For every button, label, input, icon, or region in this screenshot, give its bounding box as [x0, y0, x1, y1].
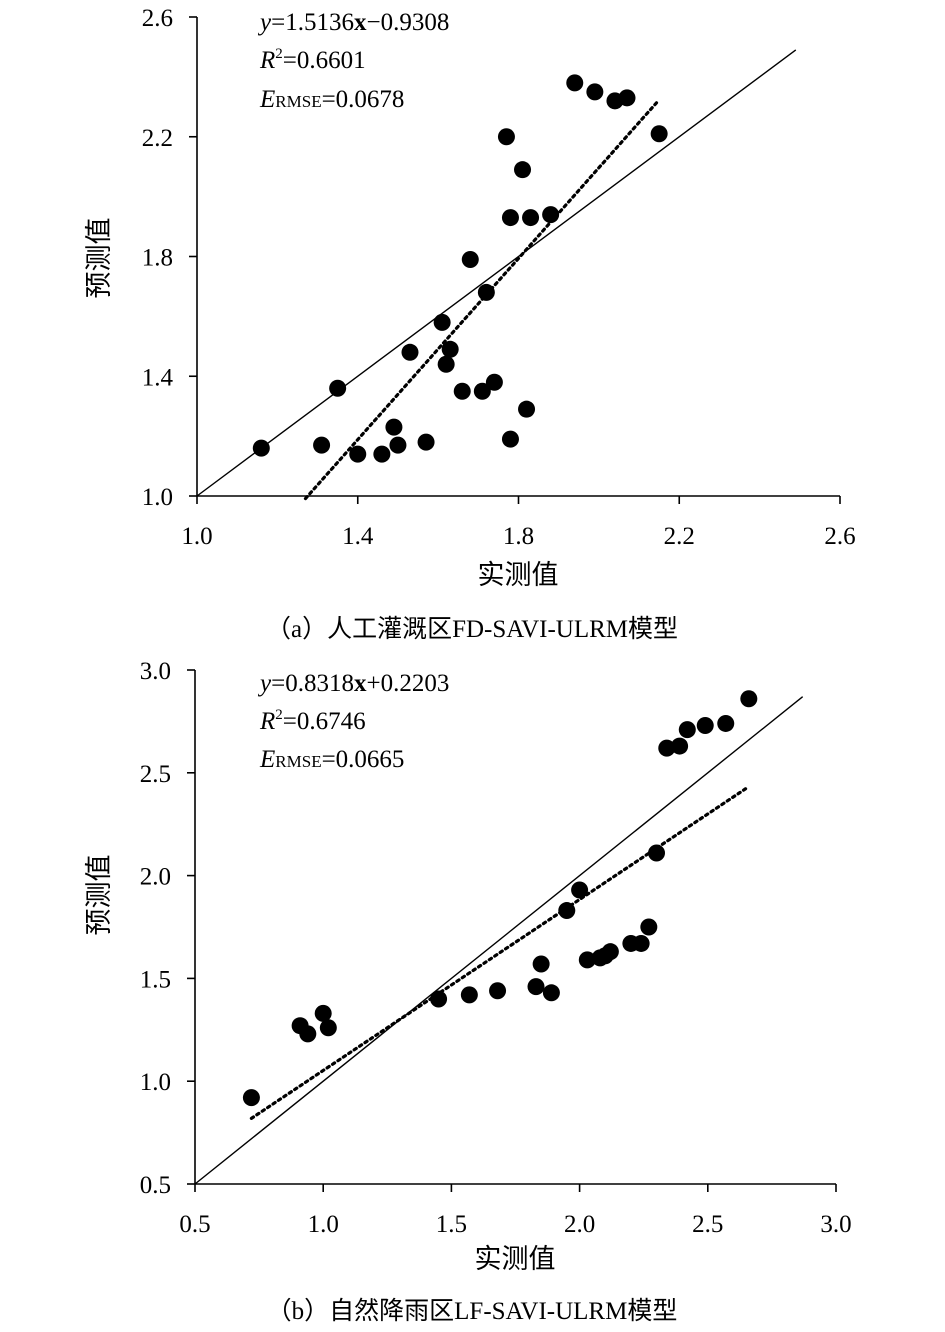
- data-point: [571, 881, 589, 899]
- data-point: [313, 436, 331, 454]
- panel-b-equation: y=0.8318x+0.2203: [257, 670, 449, 697]
- x-tick-label: 1.0: [181, 523, 212, 550]
- data-point: [740, 690, 758, 708]
- y-tick-label: 1.5: [140, 966, 171, 993]
- x-tick-label: 2.2: [664, 523, 695, 550]
- data-point: [632, 934, 650, 952]
- data-point: [648, 844, 666, 862]
- data-point: [433, 313, 451, 331]
- data-point: [501, 209, 519, 227]
- data-point: [542, 206, 560, 224]
- data-point: [518, 400, 536, 418]
- data-point: [578, 951, 596, 969]
- x-tick-label: 2.6: [824, 523, 855, 550]
- data-point: [558, 902, 576, 920]
- y-tick-label: 1.4: [142, 364, 174, 391]
- data-point: [430, 990, 448, 1008]
- panel-a-ticks: 1.0 1.4 1.8 2.2 2.6 1.0 1.4 1.8 2.2 2.6: [142, 5, 856, 550]
- data-point: [497, 128, 515, 146]
- x-tick-label: 1.4: [342, 523, 374, 550]
- data-point: [586, 83, 604, 101]
- data-point: [601, 943, 619, 961]
- y-tick-label: 2.5: [140, 761, 171, 788]
- data-point: [473, 382, 491, 400]
- data-point: [501, 430, 519, 448]
- data-point: [640, 918, 658, 936]
- panel-a-xlabel: 实测值: [478, 560, 559, 590]
- data-point: [678, 721, 696, 739]
- data-point: [477, 283, 495, 301]
- data-point: [514, 161, 532, 179]
- reference-line-1to1: [196, 49, 797, 497]
- data-point: [542, 984, 560, 1002]
- data-point: [314, 1004, 332, 1022]
- data-point: [453, 382, 471, 400]
- x-tick-label: 3.0: [820, 1211, 851, 1238]
- panel-a-r2: R2=0.6601: [259, 46, 366, 74]
- panel-a-rmse: ERMSE=0.0678: [259, 86, 404, 113]
- data-point: [349, 445, 367, 463]
- reference-line-1to1: [194, 696, 804, 1185]
- data-point: [618, 89, 636, 107]
- data-point: [522, 209, 540, 227]
- panel-b-xlabel: 实测值: [475, 1244, 556, 1274]
- x-tick-label: 1.8: [503, 523, 534, 550]
- data-point: [417, 433, 435, 451]
- data-point: [299, 1025, 317, 1043]
- data-point: [485, 373, 503, 391]
- panel-b-ylabel: 预测值: [84, 855, 114, 936]
- data-point: [696, 717, 714, 735]
- panel-a-ylabel: 预测值: [84, 218, 114, 299]
- panel-a-caption: （a）人工灌溉区FD-SAVI-ULRM模型: [266, 615, 678, 643]
- panel-a: 1.0 1.4 1.8 2.2 2.6 1.0 1.4 1.8 2.2 2.6 y=1.5136x…: [84, 5, 856, 643]
- data-point: [566, 74, 584, 92]
- panel-a-points: [252, 74, 668, 463]
- data-point: [437, 355, 455, 373]
- data-point: [385, 418, 403, 436]
- regression-trendline: [249, 784, 751, 1120]
- panel-b-rmse: ERMSE=0.0665: [259, 746, 404, 773]
- data-point: [401, 343, 419, 361]
- panel-b-r2: R2=0.6746: [259, 707, 366, 735]
- data-point: [460, 986, 478, 1004]
- data-point: [242, 1089, 260, 1107]
- panel-a-lines: [196, 49, 797, 501]
- data-point: [461, 250, 479, 268]
- x-tick-label: 0.5: [179, 1211, 210, 1238]
- y-tick-label: 0.5: [140, 1172, 171, 1199]
- panel-a-equation: y=1.5136x−0.9308: [257, 9, 449, 36]
- y-tick-label: 3.0: [140, 658, 171, 685]
- y-tick-label: 1.0: [140, 1069, 171, 1096]
- data-point: [329, 379, 347, 397]
- y-tick-label: 2.2: [142, 125, 173, 152]
- panel-b-points: [242, 690, 758, 1107]
- x-tick-label: 2.5: [692, 1211, 723, 1238]
- data-point: [489, 982, 507, 1000]
- data-point: [441, 340, 459, 358]
- y-tick-label: 1.0: [142, 484, 173, 511]
- data-point: [252, 439, 270, 457]
- x-tick-label: 1.5: [436, 1211, 467, 1238]
- panel-b-caption: （b）自然降雨区LF-SAVI-ULRM模型: [267, 1297, 678, 1325]
- y-tick-label: 2.6: [142, 5, 173, 32]
- data-point: [658, 739, 676, 757]
- data-point: [650, 125, 668, 143]
- data-point: [527, 978, 545, 996]
- panel-b: 0.5 1.0 1.5 2.0 2.5 3.0 0.5 1.0 1.5 2.0 2.5 3.0 y=0…: [84, 658, 852, 1325]
- panel-b-lines: [194, 696, 804, 1185]
- y-tick-label: 1.8: [142, 245, 173, 272]
- data-point: [717, 714, 735, 732]
- panel-b-ticks: 0.5 1.0 1.5 2.0 2.5 3.0 0.5 1.0 1.5 2.0 2.5 3.0: [140, 658, 852, 1238]
- data-point: [532, 955, 550, 973]
- data-point: [373, 445, 391, 463]
- x-tick-label: 2.0: [564, 1211, 595, 1238]
- y-tick-label: 2.0: [140, 864, 171, 891]
- data-point: [389, 436, 407, 454]
- data-point: [319, 1019, 337, 1037]
- x-tick-label: 1.0: [308, 1211, 339, 1238]
- data-point: [671, 737, 689, 755]
